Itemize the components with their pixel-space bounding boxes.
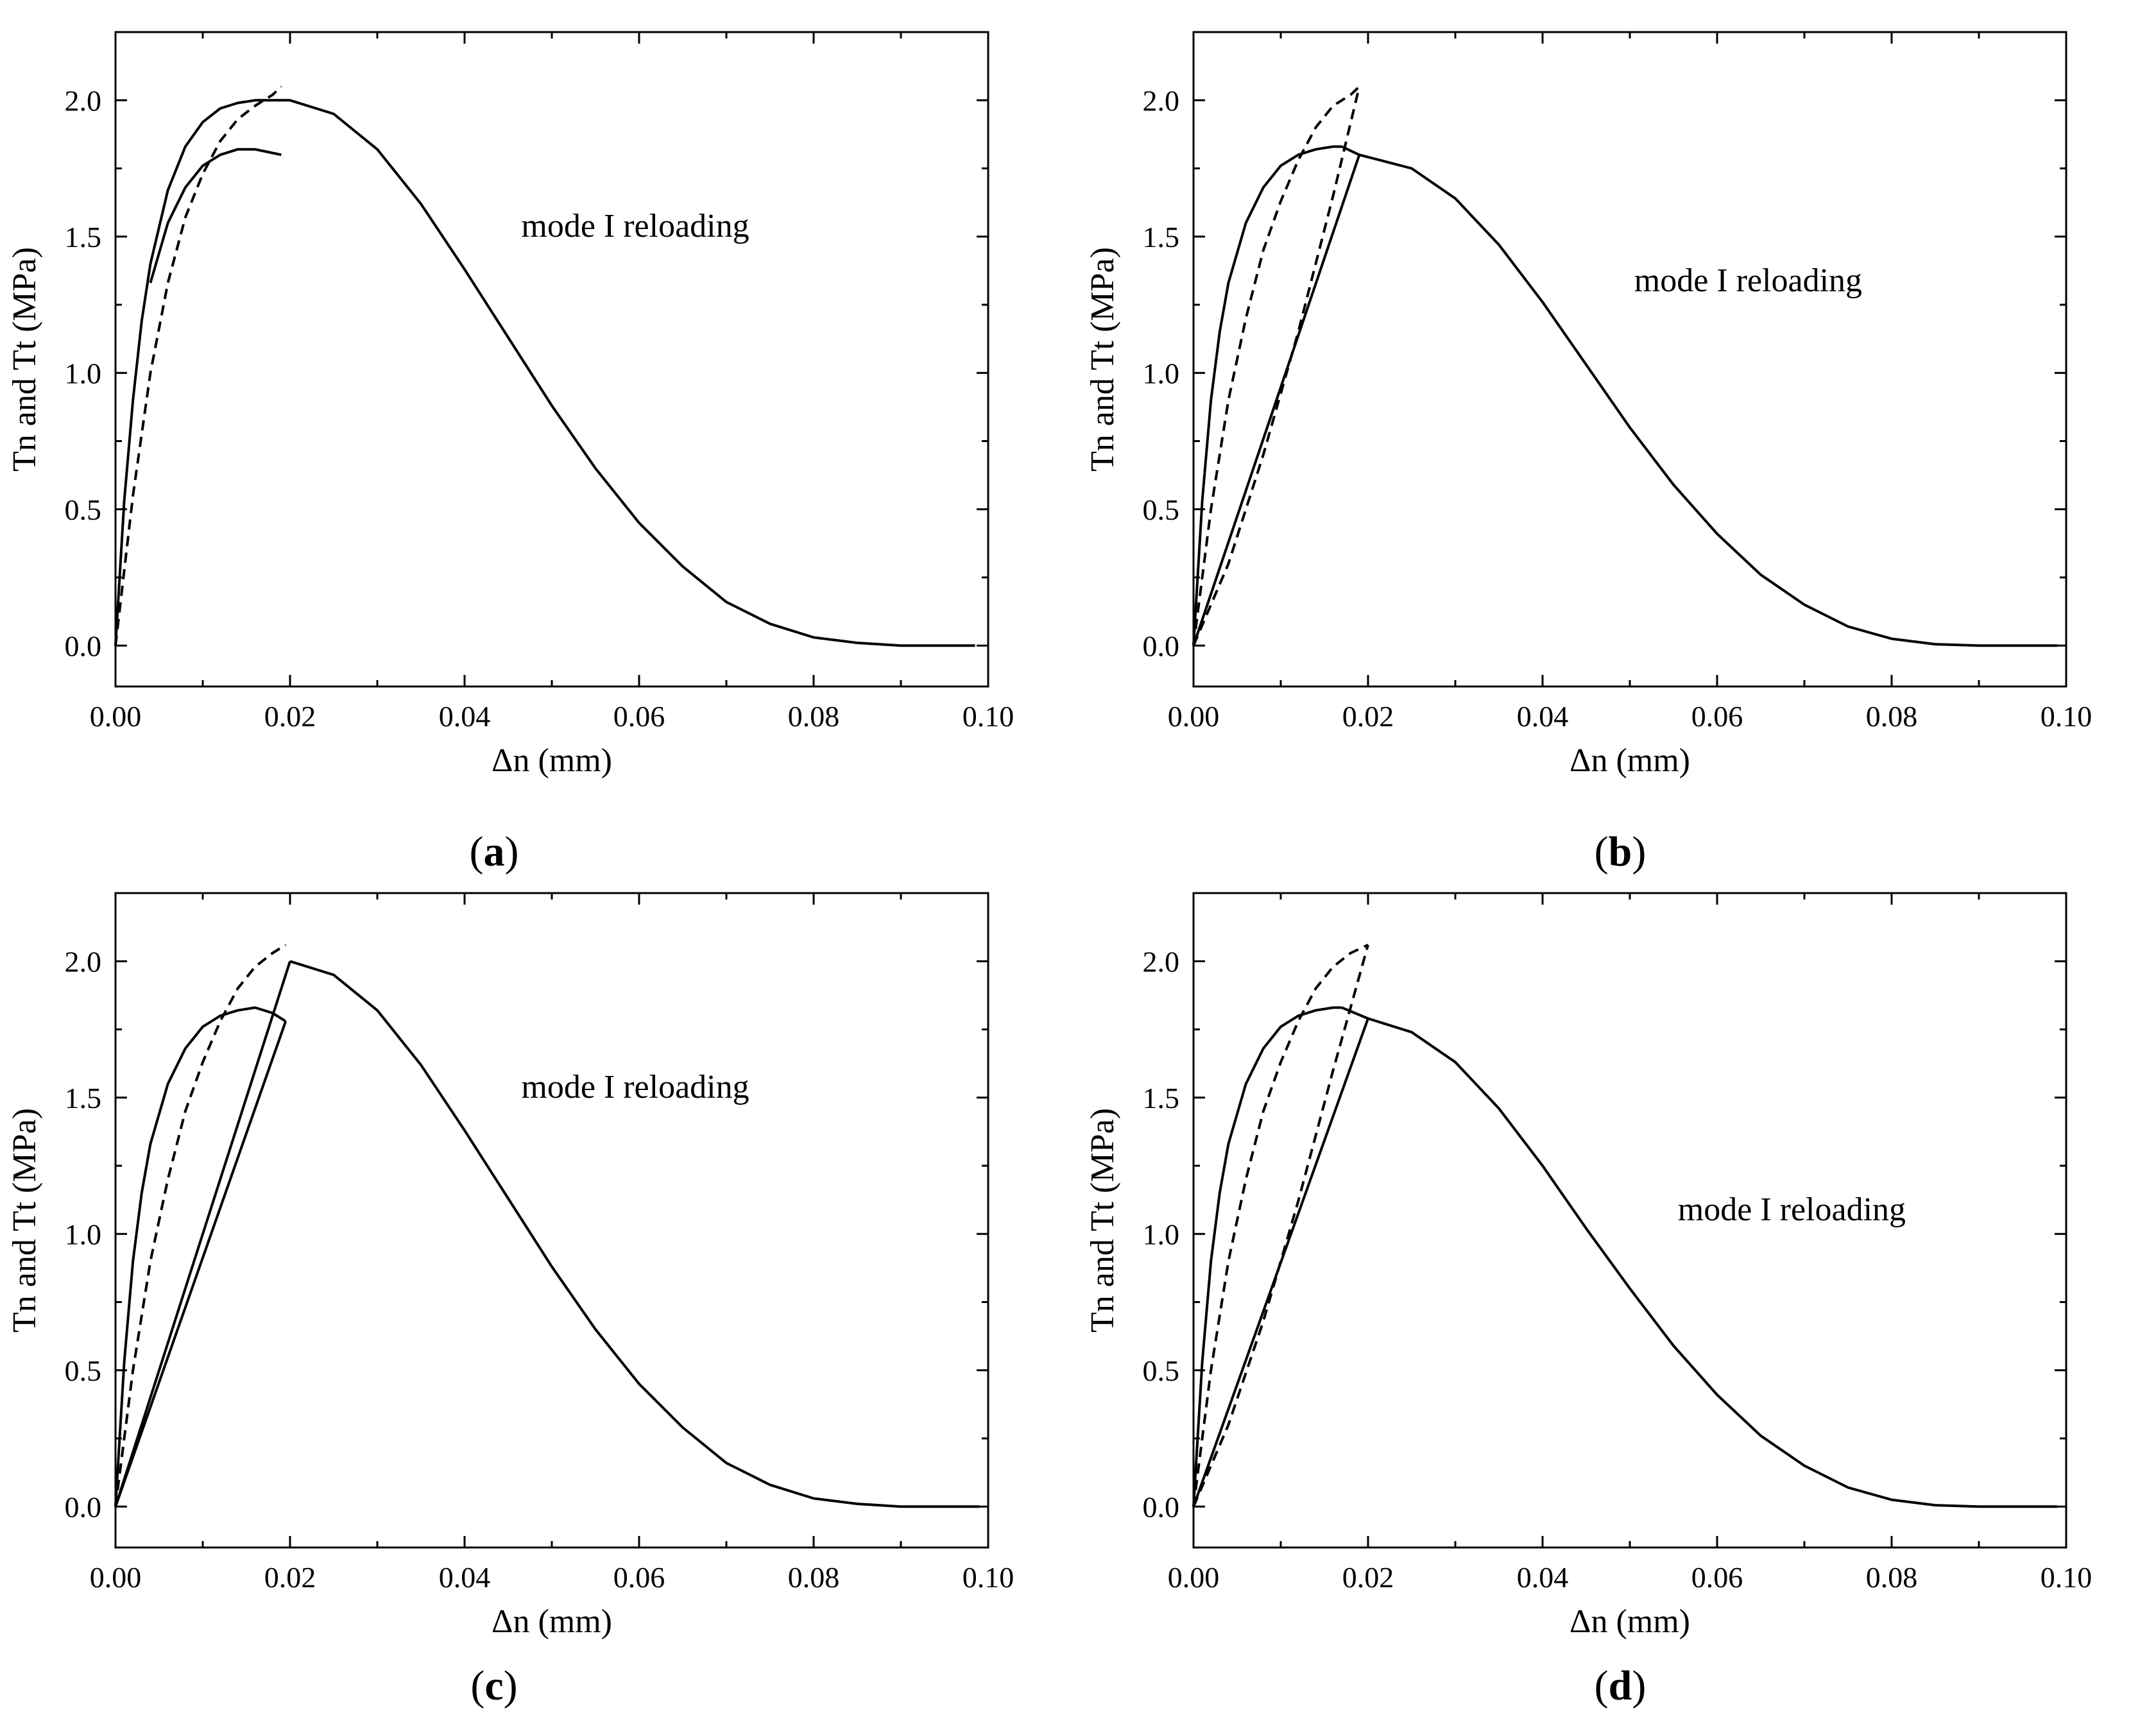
y-tick-label: 0.0 — [65, 1490, 102, 1523]
y-axis-title: Tn and Tt (MPa) — [1084, 247, 1121, 472]
y-tick-label: 1.5 — [65, 1082, 102, 1114]
x-tick-label: 0.06 — [1691, 1561, 1743, 1594]
x-tick-label: 0.04 — [1517, 700, 1569, 733]
y-axis-title: Tn and Tt (MPa) — [6, 1108, 43, 1333]
series-loading-curve — [1192, 145, 1342, 646]
x-axis-title: Δn (mm) — [1570, 1603, 1690, 1640]
panel-b-chart: 0.00 0.02 0.04 0.06 0.08 0.10 0.0 0.5 1.0 1.5 2.0 Δ… — [1084, 31, 2092, 779]
y-tick-label: 1.0 — [65, 1218, 102, 1250]
caption-c-letter: c — [484, 1662, 504, 1709]
annotation-mode-i-reloading: mode I reloading — [1634, 262, 1862, 299]
y-tick-label: 1.0 — [65, 357, 102, 389]
x-tick-label: 0.04 — [439, 1561, 491, 1594]
x-tick-label: 0.02 — [1342, 1561, 1394, 1594]
series-loading-curve — [1192, 1006, 1342, 1507]
annotation-mode-i-reloading: mode I reloading — [1678, 1191, 1906, 1228]
plot-frame — [1192, 892, 2067, 1549]
y-tick-label: 0.5 — [1143, 493, 1180, 526]
x-tick-label: 0.00 — [90, 1561, 142, 1594]
caption-b-letter: b — [1608, 828, 1632, 875]
x-tick-label: 0.02 — [1342, 700, 1394, 733]
series-softening-curve — [1367, 1017, 2058, 1508]
x-tick-label: 0.08 — [1866, 1561, 1918, 1594]
annotation-mode-i-reloading: mode I reloading — [521, 1069, 749, 1105]
y-tick-label: 0.0 — [1143, 1490, 1180, 1523]
series-linear-reload — [1192, 154, 1361, 646]
caption-c: (c) — [470, 1662, 518, 1709]
panel-c-chart: 0.00 0.02 0.04 0.06 0.08 0.10 0.0 0.5 1.0 1.5 2.0 Δ… — [6, 892, 1014, 1640]
x-tick-label: 0.08 — [788, 700, 840, 733]
y-tick-label: 1.5 — [1143, 221, 1180, 253]
series-linear-reload-upper — [114, 960, 291, 1507]
series-dashed-curve — [114, 944, 287, 1507]
x-tick-label: 0.06 — [1691, 700, 1743, 733]
plot-frame — [114, 31, 989, 688]
x-tick-label: 0.06 — [613, 1561, 665, 1594]
caption-a-letter: a — [483, 828, 505, 875]
plot-frame — [114, 892, 989, 1549]
series-unloading-curve — [149, 148, 282, 284]
caption-b: (b) — [1594, 828, 1647, 875]
x-tick-label: 0.10 — [963, 1561, 1014, 1594]
y-axis-title: Tn and Tt (MPa) — [1084, 1108, 1121, 1333]
y-tick-label: 1.5 — [1143, 1082, 1180, 1114]
y-axis-title: Tn and Tt (MPa) — [6, 247, 43, 472]
series-reloading-dashed — [114, 85, 282, 646]
x-tick-label: 0.10 — [2041, 700, 2092, 733]
y-tick-label: 0.5 — [65, 1354, 102, 1387]
x-tick-label: 0.02 — [264, 700, 316, 733]
x-tick-label: 0.10 — [2041, 1561, 2092, 1594]
y-tick-label: 2.0 — [1143, 84, 1180, 117]
x-axis-title: Δn (mm) — [492, 1603, 612, 1640]
y-tick-label: 1.5 — [65, 221, 102, 253]
x-axis-title: Δn (mm) — [492, 742, 612, 779]
series-dashed-lower — [1192, 944, 1369, 1508]
x-tick-label: 0.10 — [963, 700, 1014, 733]
annotation-mode-i-reloading: mode I reloading — [521, 208, 749, 244]
x-axis-title: Δn (mm) — [1570, 742, 1690, 779]
panel-a-chart: 0.00 0.02 0.04 0.06 0.08 0.10 0.0 0.5 1.0 1.5 2.0 Δ… — [6, 31, 1014, 779]
y-tick-label: 0.5 — [65, 493, 102, 526]
series-softening-curve — [289, 960, 980, 1508]
series-dashed-upper — [1192, 943, 1369, 1507]
y-tick-label: 2.0 — [65, 84, 102, 117]
x-tick-label: 0.06 — [613, 700, 665, 733]
x-tick-label: 0.02 — [264, 1561, 316, 1594]
y-tick-label: 0.0 — [65, 629, 102, 662]
series-dashed-upper — [1192, 85, 1360, 646]
series-dashed-lower — [1192, 86, 1361, 647]
y-tick-label: 2.0 — [1143, 945, 1180, 978]
y-tick-label: 1.0 — [1143, 357, 1180, 389]
series-main-curve — [114, 99, 975, 647]
series-loading-curve — [114, 1006, 287, 1507]
caption-d: (d) — [1594, 1662, 1647, 1709]
x-tick-label: 0.04 — [439, 700, 491, 733]
x-tick-label: 0.00 — [1168, 700, 1220, 733]
y-tick-label: 2.0 — [65, 945, 102, 978]
y-tick-label: 0.5 — [1143, 1354, 1180, 1387]
y-tick-label: 0.0 — [1143, 629, 1180, 662]
plot-frame — [1192, 31, 2067, 688]
panel-d-chart: 0.00 0.02 0.04 0.06 0.08 0.10 0.0 0.5 1.0 1.5 2.0 Δ… — [1084, 892, 2092, 1640]
series-plateau-connector — [1341, 1006, 1369, 1020]
x-tick-label: 0.08 — [1866, 700, 1918, 733]
series-linear-reload-lower — [114, 1021, 287, 1507]
y-tick-label: 1.0 — [1143, 1218, 1180, 1250]
x-tick-label: 0.00 — [90, 700, 142, 733]
x-tick-label: 0.00 — [1168, 1561, 1220, 1594]
caption-d-letter: d — [1608, 1662, 1632, 1709]
caption-a: (a) — [469, 828, 519, 875]
x-tick-label: 0.08 — [788, 1561, 840, 1594]
series-softening-curve — [1358, 153, 2058, 647]
x-tick-label: 0.04 — [1517, 1561, 1569, 1594]
